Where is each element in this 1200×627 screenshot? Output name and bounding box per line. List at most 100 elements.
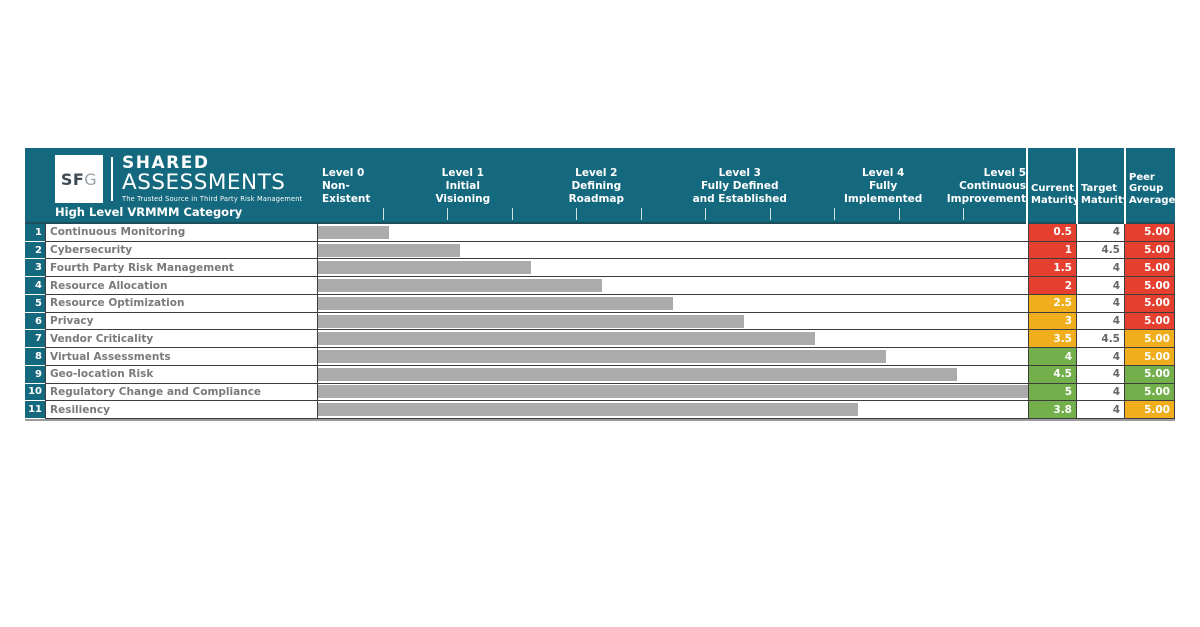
- current-maturity-value: 4.5: [1028, 365, 1076, 384]
- brand-text: SHARED ASSESSMENTS The Trusted Source in…: [122, 153, 303, 204]
- maturity-bar: [318, 403, 858, 417]
- axis-tick-marks: [318, 208, 1028, 220]
- target-maturity-value: 4: [1076, 365, 1124, 384]
- level-0-label: Level 0 Non- Existent: [322, 167, 371, 205]
- target-maturity-value: 4: [1076, 294, 1124, 313]
- row-number: 8: [25, 348, 45, 366]
- table-row: 8 Virtual Assessments 4 4 5.00: [25, 348, 1175, 366]
- maturity-bar: [318, 261, 531, 275]
- table-row: 1 Continuous Monitoring 0.5 4 5.00: [25, 224, 1175, 242]
- table-row: 9 Geo-location Risk 4.5 4 5.00: [25, 365, 1175, 384]
- current-maturity-header: Current Maturity: [1028, 148, 1076, 224]
- category-name: Vendor Criticality: [45, 330, 318, 349]
- current-maturity-value: 1.5: [1028, 259, 1076, 278]
- target-maturity-value: 4: [1076, 277, 1124, 295]
- category-name: Resiliency: [45, 401, 318, 420]
- target-maturity-value: 4: [1076, 383, 1124, 402]
- category-name: Regulatory Change and Compliance: [45, 383, 318, 402]
- tick-mark: [834, 208, 836, 220]
- maturity-bar: [318, 385, 1028, 399]
- category-name: Cybersecurity: [45, 241, 318, 260]
- peer-average-value: 5.00: [1124, 348, 1175, 366]
- maturity-bar: [318, 314, 744, 328]
- row-number: 6: [25, 312, 45, 331]
- maturity-bar-cell: [318, 294, 1028, 313]
- tick-mark: [898, 208, 900, 220]
- sfg-logo-g: G: [84, 169, 98, 189]
- maturity-bar-cell: [318, 365, 1028, 384]
- brand-title-shared: SHARED: [122, 153, 210, 173]
- row-number: 4: [25, 277, 45, 295]
- target-maturity-value: 4: [1076, 312, 1124, 331]
- current-maturity-value: 2.5: [1028, 294, 1076, 313]
- maturity-bar: [318, 296, 673, 310]
- target-maturity-value: 4: [1076, 259, 1124, 278]
- current-maturity-value: 1: [1028, 241, 1076, 260]
- peer-average-value: 5.00: [1124, 401, 1175, 420]
- current-maturity-value: 5: [1028, 383, 1076, 402]
- maturity-bar: [318, 243, 460, 257]
- maturity-bar-cell: [318, 312, 1028, 331]
- peer-average-value: 5.00: [1124, 294, 1175, 313]
- maturity-bar-cell: [318, 241, 1028, 260]
- category-name: Geo-location Risk: [45, 365, 318, 384]
- target-maturity-value: 4.5: [1076, 330, 1124, 349]
- category-column-header: High Level VRMMM Category: [55, 205, 243, 219]
- category-name: Resource Optimization: [45, 294, 318, 313]
- current-maturity-value: 3.8: [1028, 401, 1076, 420]
- row-number: 10: [25, 383, 45, 402]
- sfg-logo-sf: SF: [60, 169, 85, 189]
- category-name: Continuous Monitoring: [45, 224, 318, 242]
- target-maturity-value: 4.5: [1076, 241, 1124, 260]
- table-row: 6 Privacy 3 4 5.00: [25, 312, 1175, 331]
- current-maturity-value: 3: [1028, 312, 1076, 331]
- vrmmm-maturity-table: SF G SHARED ASSESSMENTS The Trusted Sourc…: [25, 148, 1175, 421]
- maturity-bar-cell: [318, 383, 1028, 402]
- table-row: 4 Resource Allocation 2 4 5.00: [25, 277, 1175, 295]
- maturity-bar: [318, 332, 815, 346]
- level-1-label: Level 1 Initial Visioning: [435, 167, 491, 205]
- maturity-bar-cell: [318, 259, 1028, 278]
- table-row: 7 Vendor Criticality 3.5 4.5 5.00: [25, 330, 1175, 349]
- peer-average-value: 5.00: [1124, 383, 1175, 402]
- brand-tagline: The Trusted Source in Third Party Risk M…: [122, 195, 303, 203]
- maturity-bar: [318, 279, 602, 293]
- maturity-bar-cell: [318, 348, 1028, 366]
- row-number: 7: [25, 330, 45, 349]
- row-number: 3: [25, 259, 45, 278]
- header-band: SF G SHARED ASSESSMENTS The Trusted Sourc…: [25, 148, 1026, 224]
- peer-average-value: 5.00: [1124, 241, 1175, 260]
- category-name: Resource Allocation: [45, 277, 318, 295]
- target-maturity-value: 4: [1076, 224, 1124, 242]
- maturity-bar-cell: [318, 330, 1028, 349]
- table-row: 2 Cybersecurity 1 4.5 5.00: [25, 241, 1175, 260]
- peer-group-average-header: Peer Group Average: [1126, 148, 1175, 224]
- category-name: Privacy: [45, 312, 318, 331]
- peer-average-value: 5.00: [1124, 277, 1175, 295]
- target-maturity-value: 4: [1076, 348, 1124, 366]
- table-row: 3 Fourth Party Risk Management 1.5 4 5.00: [25, 259, 1175, 278]
- row-number: 9: [25, 365, 45, 384]
- table-row: 11 Resiliency 3.8 4 5.00: [25, 401, 1175, 420]
- current-maturity-value: 2: [1028, 277, 1076, 295]
- level-2-label: Level 2 Defining Roadmap: [568, 167, 625, 205]
- maturity-bar: [318, 350, 886, 363]
- row-number: 2: [25, 241, 45, 260]
- row-number: 5: [25, 294, 45, 313]
- level-5-label: Level 5 Continuous Improvement: [946, 167, 1026, 205]
- target-maturity-value: 4: [1076, 401, 1124, 420]
- sfg-logo-box: SF G: [55, 155, 103, 203]
- peer-average-value: 5.00: [1124, 224, 1175, 242]
- peer-average-value: 5.00: [1124, 330, 1175, 349]
- category-name: Fourth Party Risk Management: [45, 259, 318, 278]
- tick-mark: [963, 208, 965, 220]
- level-3-label: Level 3 Fully Defined and Established: [692, 167, 787, 205]
- maturity-bar: [318, 367, 957, 381]
- logo-divider: [111, 157, 113, 201]
- current-maturity-value: 3.5: [1028, 330, 1076, 349]
- level-4-label: Level 4 Fully Implemented: [844, 167, 923, 205]
- peer-average-value: 5.00: [1124, 365, 1175, 384]
- maturity-level-axis: Level 0 Non- Existent Level 1 Initial Visioni…: [318, 167, 1028, 209]
- table-header: SF G SHARED ASSESSMENTS The Trusted Sourc…: [25, 148, 1175, 224]
